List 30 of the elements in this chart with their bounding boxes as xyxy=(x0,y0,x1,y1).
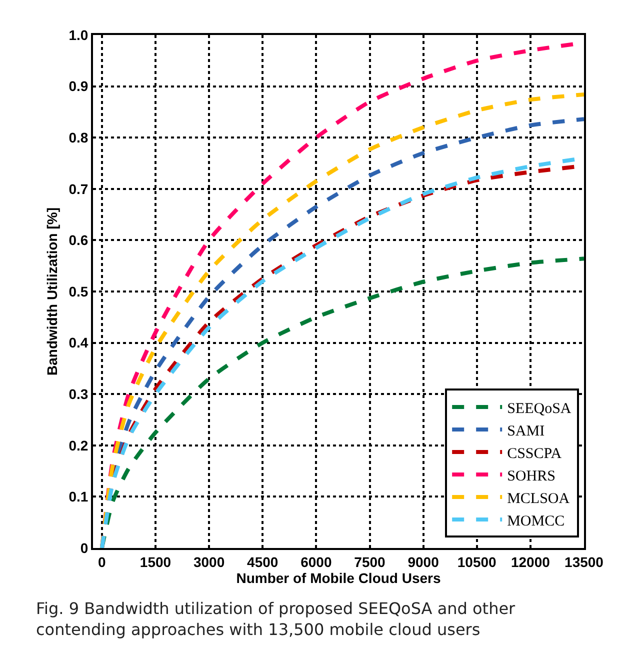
legend-label: CSSCPA xyxy=(507,446,562,462)
y-tick-label: 0.5 xyxy=(68,283,88,300)
x-tick-label: 4500 xyxy=(247,554,278,570)
legend-label: MOMCC xyxy=(507,513,565,530)
legend-label: SOHRS xyxy=(507,468,556,484)
y-tick-label: 0.1 xyxy=(68,488,88,505)
x-tick-label: 10500 xyxy=(457,554,497,570)
legend-label: SAMI xyxy=(507,423,545,440)
legend-label: MCLSOA xyxy=(507,490,570,507)
y-tick-label: 0.2 xyxy=(68,437,88,454)
x-tick-label: 12000 xyxy=(510,554,550,570)
x-tick-label: 1500 xyxy=(140,554,172,570)
y-tick-label: 0.8 xyxy=(68,130,88,146)
y-tick-label: 0 xyxy=(80,540,88,556)
x-tick-label: 6000 xyxy=(300,554,332,570)
x-axis-title: Number of Mobile Cloud Users xyxy=(236,570,441,586)
y-tick-label: 1.0 xyxy=(68,26,88,43)
x-tick-label: 3000 xyxy=(193,554,225,570)
legend-label: SEEQoSA xyxy=(507,400,572,417)
caption: Fig. 9 Bandwidth utilization of proposed SEEQoSA and other contending approaches with 13,500 mobile cloud users xyxy=(36,599,516,639)
x-tick-label: 9000 xyxy=(408,554,440,570)
y-axis-title: Bandwidth Utilization [%] xyxy=(44,208,60,376)
y-tick-label: 0.4 xyxy=(68,334,88,351)
x-tick-label: 7500 xyxy=(354,554,386,570)
y-tick-label: 0.9 xyxy=(68,78,88,94)
x-tick-label: 0 xyxy=(98,554,106,570)
y-tick-label: 0.3 xyxy=(68,386,88,402)
x-tick-label: 13500 xyxy=(564,554,604,570)
y-tick-label: 0.6 xyxy=(68,232,88,248)
y-tick-label: 0.7 xyxy=(68,180,88,197)
